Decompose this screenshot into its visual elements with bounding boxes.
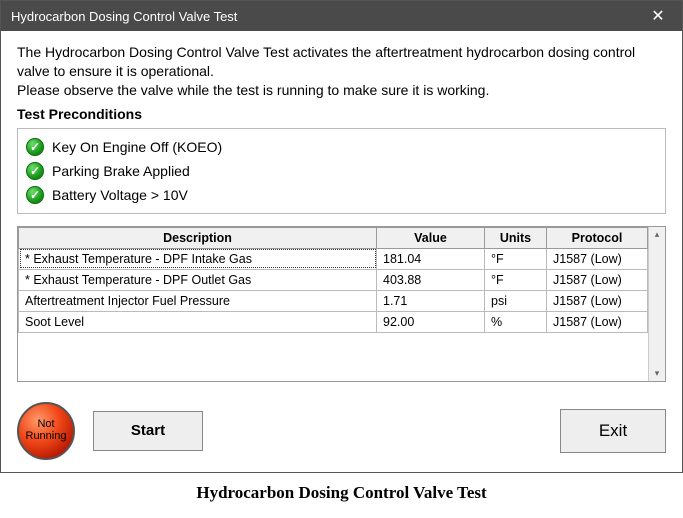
cell-description: * Exhaust Temperature - DPF Outlet Gas <box>19 269 377 290</box>
table-header-row: Description Value Units Protocol <box>19 227 648 248</box>
description-text: The Hydrocarbon Dosing Control Valve Tes… <box>17 43 666 100</box>
table-row[interactable]: Soot Level 92.00 % J1587 (Low) <box>19 311 648 332</box>
precondition-item: ✓ Key On Engine Off (KOEO) <box>26 135 657 159</box>
status-line2: Running <box>26 431 67 443</box>
data-table-container: Description Value Units Protocol * Exhau… <box>17 226 666 382</box>
precondition-label: Key On Engine Off (KOEO) <box>52 139 222 155</box>
preconditions-heading: Test Preconditions <box>17 106 666 122</box>
cell-description: * Exhaust Temperature - DPF Intake Gas <box>19 248 377 269</box>
scroll-up-icon[interactable]: ▴ <box>649 229 665 240</box>
vertical-scrollbar[interactable]: ▴ ▾ <box>648 227 665 381</box>
table-row[interactable]: Aftertreatment Injector Fuel Pressure 1.… <box>19 290 648 311</box>
figure-caption: Hydrocarbon Dosing Control Valve Test <box>0 473 683 511</box>
cell-protocol: J1587 (Low) <box>547 248 648 269</box>
data-table: Description Value Units Protocol * Exhau… <box>18 227 648 333</box>
title-bar: Hydrocarbon Dosing Control Valve Test ✕ <box>1 1 682 31</box>
precondition-item: ✓ Battery Voltage > 10V <box>26 183 657 207</box>
cell-units: psi <box>485 290 547 311</box>
col-header-description[interactable]: Description <box>19 227 377 248</box>
cell-protocol: J1587 (Low) <box>547 290 648 311</box>
check-icon: ✓ <box>26 162 44 180</box>
cell-units: °F <box>485 248 547 269</box>
table-row[interactable]: * Exhaust Temperature - DPF Intake Gas 1… <box>19 248 648 269</box>
cell-value: 1.71 <box>377 290 485 311</box>
preconditions-box: ✓ Key On Engine Off (KOEO) ✓ Parking Bra… <box>17 128 666 214</box>
button-row: Not Running Start Exit <box>17 402 666 460</box>
col-header-units[interactable]: Units <box>485 227 547 248</box>
precondition-label: Parking Brake Applied <box>52 163 190 179</box>
close-icon: ✕ <box>651 6 664 26</box>
cell-description: Aftertreatment Injector Fuel Pressure <box>19 290 377 311</box>
check-icon: ✓ <box>26 138 44 156</box>
scroll-down-icon[interactable]: ▾ <box>649 368 665 379</box>
cell-protocol: J1587 (Low) <box>547 269 648 290</box>
status-indicator: Not Running <box>17 402 75 460</box>
check-icon: ✓ <box>26 186 44 204</box>
start-button[interactable]: Start <box>93 411 203 451</box>
cell-units: % <box>485 311 547 332</box>
data-table-scroll[interactable]: Description Value Units Protocol * Exhau… <box>18 227 648 381</box>
cell-value: 403.88 <box>377 269 485 290</box>
description-line1: The Hydrocarbon Dosing Control Valve Tes… <box>17 44 635 79</box>
cell-value: 92.00 <box>377 311 485 332</box>
table-row[interactable]: * Exhaust Temperature - DPF Outlet Gas 4… <box>19 269 648 290</box>
cell-units: °F <box>485 269 547 290</box>
cell-protocol: J1587 (Low) <box>547 311 648 332</box>
dialog-window: Hydrocarbon Dosing Control Valve Test ✕ … <box>0 0 683 473</box>
dialog-content: The Hydrocarbon Dosing Control Valve Tes… <box>1 31 682 472</box>
close-button[interactable]: ✕ <box>638 3 678 29</box>
col-header-value[interactable]: Value <box>377 227 485 248</box>
precondition-label: Battery Voltage > 10V <box>52 187 188 203</box>
window-title: Hydrocarbon Dosing Control Valve Test <box>11 9 638 24</box>
cell-value: 181.04 <box>377 248 485 269</box>
description-line2: Please observe the valve while the test … <box>17 82 489 98</box>
cell-description: Soot Level <box>19 311 377 332</box>
col-header-protocol[interactable]: Protocol <box>547 227 648 248</box>
status-line1: Not <box>37 419 54 431</box>
exit-button[interactable]: Exit <box>560 409 666 453</box>
precondition-item: ✓ Parking Brake Applied <box>26 159 657 183</box>
